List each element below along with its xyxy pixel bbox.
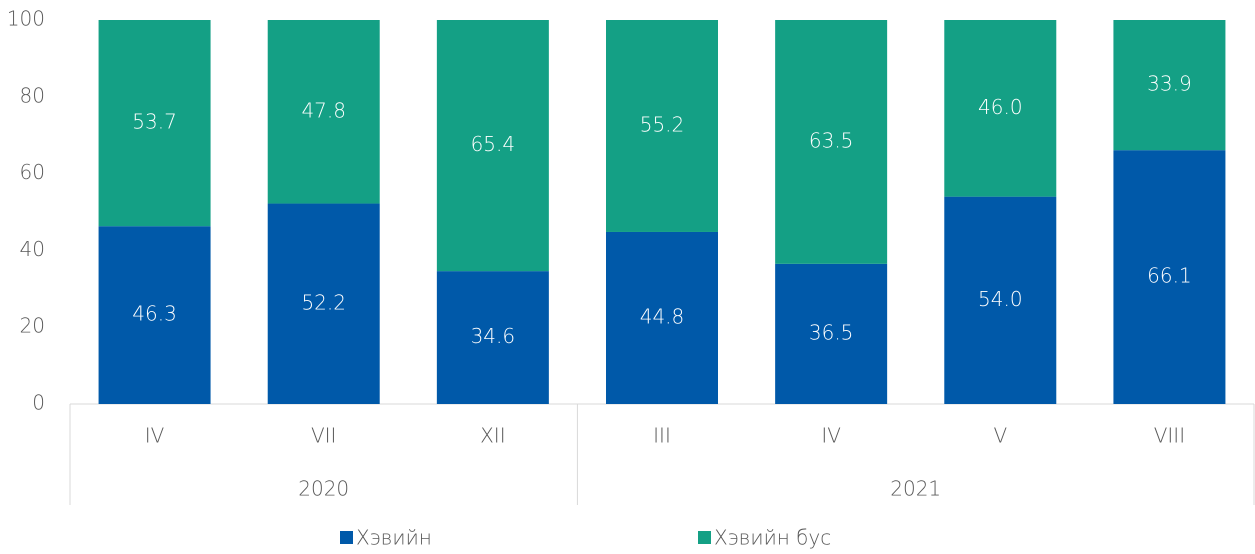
x-tick-label: VIII [1154, 424, 1185, 448]
value-label: 44.8 [640, 304, 685, 328]
bar-segment [98, 226, 211, 404]
bar-segment [606, 231, 718, 404]
x-tick-label: IV [145, 424, 165, 448]
value-label: 36.5 [809, 320, 854, 344]
y-tick-label: 100 [7, 7, 45, 31]
y-tick-label: 20 [20, 314, 45, 338]
value-label: 33.9 [1147, 72, 1192, 96]
group-label: 2020 [298, 477, 349, 501]
bar-segment [944, 196, 1057, 404]
x-tick-label: XII [480, 424, 506, 448]
bar-segment [1113, 20, 1226, 151]
value-label: 54.0 [978, 287, 1023, 311]
value-label: 65.4 [471, 132, 516, 156]
legend-swatch [340, 531, 353, 544]
value-label: 66.1 [1147, 264, 1192, 288]
x-tick-label: V [993, 424, 1007, 448]
bar-segment [267, 203, 380, 404]
value-label: 47.8 [301, 98, 346, 122]
bar-segment [775, 263, 888, 404]
legend-swatch [698, 531, 711, 544]
bar-segment [944, 20, 1057, 197]
x-tick-label: IV [821, 424, 841, 448]
bar-segment [436, 271, 549, 404]
value-label: 53.7 [132, 110, 177, 134]
legend-label: Хэвийн бус [714, 526, 831, 550]
bar-segment [775, 20, 888, 264]
value-label: 46.3 [132, 302, 177, 326]
y-tick-label: 80 [20, 83, 45, 107]
x-tick-label: VII [311, 424, 336, 448]
group-label: 2021 [890, 477, 941, 501]
value-label: 34.6 [471, 324, 516, 348]
bar-segment [267, 20, 380, 204]
bar-segment [606, 20, 718, 232]
y-tick-label: 40 [20, 237, 45, 261]
bar-segment [1113, 150, 1226, 404]
x-tick-label: III [653, 424, 671, 448]
value-label: 52.2 [301, 290, 346, 314]
value-label: 55.2 [640, 112, 685, 136]
bar-segment [98, 20, 211, 227]
y-tick-label: 60 [20, 160, 45, 184]
legend-label: Хэвийн [356, 526, 432, 550]
y-tick-label: 0 [32, 391, 45, 415]
value-label: 63.5 [809, 128, 854, 152]
bar-segment [436, 20, 549, 272]
value-label: 46.0 [978, 95, 1023, 119]
